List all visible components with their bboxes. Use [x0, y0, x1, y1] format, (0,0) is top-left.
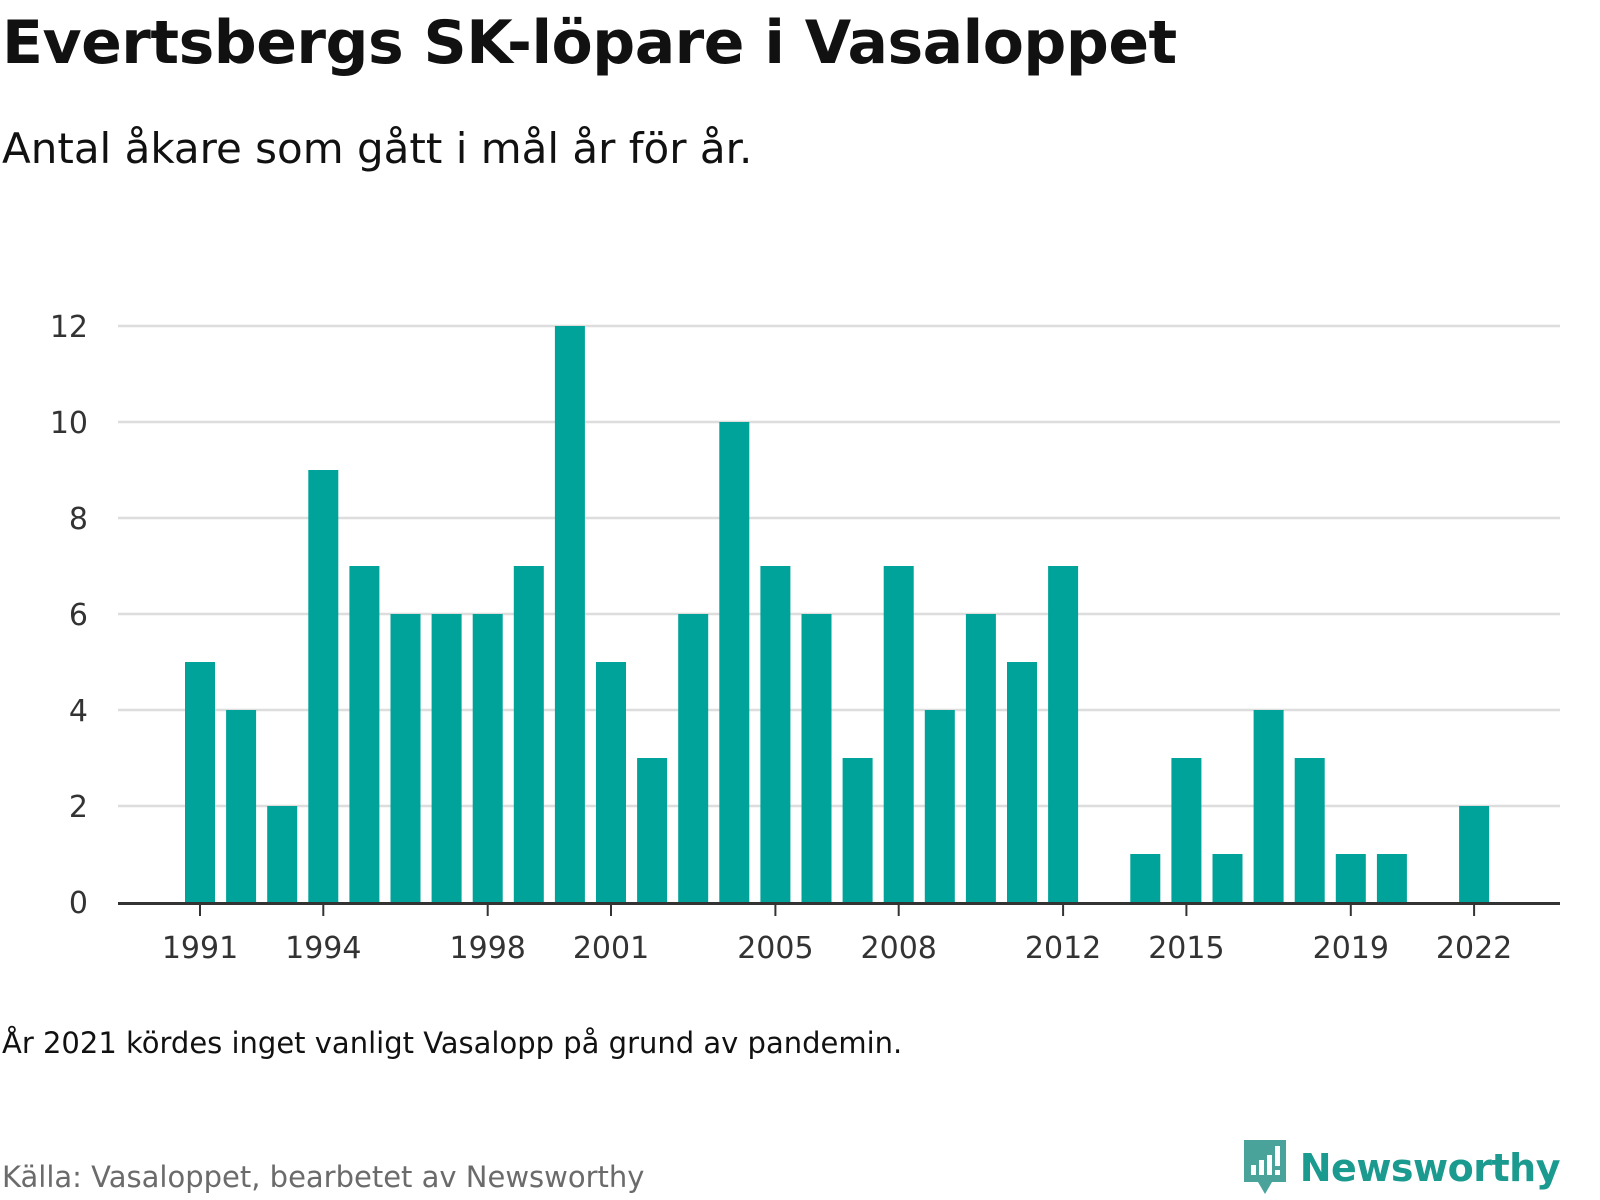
bar-1997 — [431, 614, 462, 902]
bar-2010 — [965, 614, 996, 902]
bar-2000 — [554, 326, 585, 902]
bar-1996 — [390, 614, 421, 902]
y-tick-label: 6 — [69, 598, 88, 633]
bar-2002 — [637, 758, 668, 902]
x-tick-label: 2005 — [737, 931, 813, 966]
bar-2012 — [1048, 566, 1079, 902]
x-tick-label: 2019 — [1313, 931, 1389, 966]
bar-2008 — [883, 566, 914, 902]
bar-1995 — [349, 566, 380, 902]
bar-2019 — [1335, 854, 1366, 902]
bar-1999 — [513, 566, 544, 902]
bar-2003 — [678, 614, 709, 902]
footnote: År 2021 kördes inget vanligt Vasalopp på… — [2, 1026, 903, 1060]
x-tick-label: 2012 — [1025, 931, 1101, 966]
y-tick-label: 4 — [69, 694, 88, 729]
bar-2004 — [719, 422, 750, 902]
y-tick-label: 12 — [50, 310, 88, 345]
bars — [185, 326, 1490, 902]
x-tick-label: 2022 — [1436, 931, 1512, 966]
newsworthy-logo-icon — [1243, 1140, 1286, 1194]
bar-1998 — [472, 614, 503, 902]
chart-title: Evertsbergs SK-löpare i Vasaloppet — [2, 8, 1177, 78]
bar-2015 — [1171, 758, 1202, 902]
x-tick-label: 2008 — [861, 931, 937, 966]
bar-2018 — [1294, 758, 1325, 902]
bar-2001 — [596, 662, 626, 902]
x-tick-label: 2015 — [1148, 931, 1224, 966]
x-tick-label: 1998 — [450, 931, 526, 966]
bar-2009 — [924, 710, 955, 902]
bar-1992 — [226, 710, 257, 902]
x-tick-label: 1994 — [285, 931, 361, 966]
bar-2016 — [1212, 854, 1243, 902]
x-tick-label: 1991 — [162, 931, 238, 966]
bar-2006 — [801, 614, 832, 902]
y-tick-label: 0 — [69, 886, 88, 921]
bar-2022 — [1459, 806, 1490, 902]
x-tick-label: 2001 — [573, 931, 649, 966]
bar-2014 — [1130, 854, 1161, 902]
bar-2017 — [1253, 710, 1284, 902]
brand-name: Newsworthy — [1299, 1146, 1561, 1190]
y-tick-label: 10 — [50, 406, 88, 441]
chart-subtitle: Antal åkare som gått i mål år för år. — [2, 124, 753, 173]
source-note: Källa: Vasaloppet, bearbetet av Newswort… — [2, 1160, 645, 1194]
y-tick-label: 8 — [69, 502, 88, 537]
bar-2011 — [1007, 662, 1037, 902]
bar-1993 — [267, 806, 298, 902]
x-axis: 1991 1994 1998 2001 2005 2008 2012 2015 2019 2022 — [118, 902, 1560, 966]
bar-chart: 0 2 4 6 8 10 12 1991 1994 1998 2001 2005 2008 2012 20… — [50, 310, 1560, 966]
bar-2020 — [1376, 854, 1407, 902]
bar-2007 — [842, 758, 873, 902]
brand-logo: Newsworthy — [1240, 1138, 1561, 1198]
bar-1994 — [308, 470, 339, 902]
bar-1991 — [185, 662, 215, 902]
y-tick-label: 2 — [69, 790, 88, 825]
bar-2005 — [760, 566, 791, 902]
y-axis-ticks: 0 2 4 6 8 10 12 — [50, 310, 88, 921]
